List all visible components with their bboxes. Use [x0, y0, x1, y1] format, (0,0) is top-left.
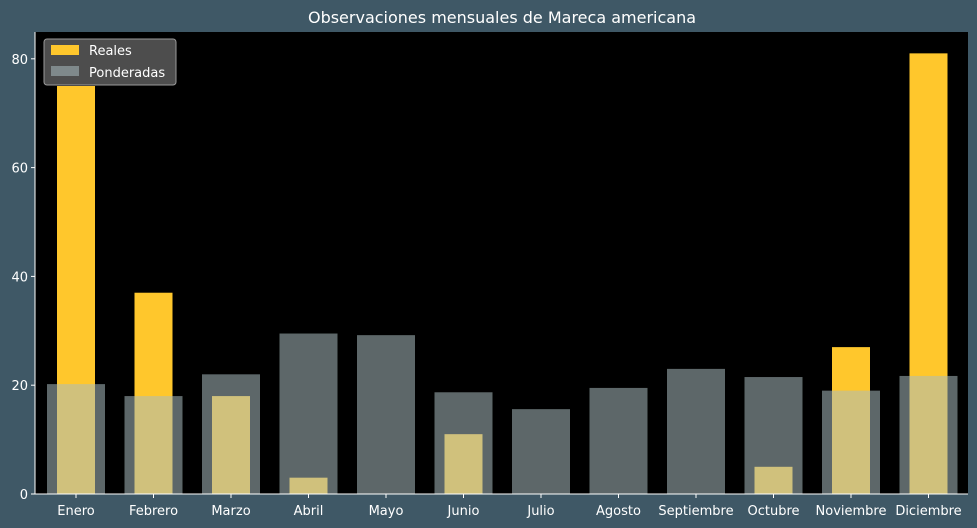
x-tick-label: Julio — [526, 504, 554, 519]
legend-label-reales: Reales — [89, 44, 132, 59]
x-tick-label: Septiembre — [658, 504, 733, 519]
legend: Reales Ponderadas — [43, 38, 177, 86]
bar-ponderadas-marzo — [202, 374, 260, 494]
plot-area — [35, 32, 968, 494]
x-tick-label: Enero — [57, 504, 95, 519]
bar-ponderadas-noviembre — [822, 390, 880, 494]
x-tick-label: Abril — [294, 504, 324, 519]
y-tick-label: 20 — [11, 379, 28, 394]
bar-ponderadas-abril — [279, 333, 338, 494]
bar-ponderadas-mayo — [357, 335, 415, 494]
bar-ponderadas-febrero — [124, 396, 183, 494]
y-tick-label: 80 — [11, 53, 28, 68]
bar-ponderadas-octubre — [744, 377, 803, 494]
x-tick-label: Agosto — [596, 504, 641, 519]
bar-ponderadas-septiembre — [667, 368, 725, 494]
bar-ponderadas-diciembre — [899, 375, 958, 494]
chart-title: Observaciones mensuales de Mareca americ… — [308, 8, 696, 27]
bar-ponderadas-enero — [47, 384, 105, 494]
x-tick-label: Febrero — [129, 504, 178, 519]
x-tick-label: Mayo — [369, 504, 404, 519]
bar-ponderadas-agosto — [589, 387, 648, 494]
y-axis: 0 20 40 60 80 — [11, 32, 36, 503]
x-tick-label: Diciembre — [895, 504, 961, 519]
x-tick-label: Noviembre — [816, 504, 887, 519]
y-tick-label: 0 — [20, 488, 28, 503]
legend-label-ponderadas: Ponderadas — [89, 66, 165, 81]
bar-ponderadas-junio — [434, 392, 493, 494]
x-tick-label: Octubre — [747, 504, 799, 519]
x-tick-label: Junio — [447, 504, 480, 519]
y-tick-label: 40 — [11, 270, 28, 285]
bar-ponderadas-julio — [512, 409, 570, 494]
y-tick-label: 60 — [11, 162, 28, 177]
legend-swatch-reales — [51, 45, 79, 55]
x-tick-label: Marzo — [211, 504, 250, 519]
legend-swatch-ponderadas — [51, 66, 79, 76]
x-axis: Enero Febrero Marzo Abril Mayo Junio Julio Agos… — [35, 493, 968, 519]
weighted-bars — [47, 333, 958, 494]
